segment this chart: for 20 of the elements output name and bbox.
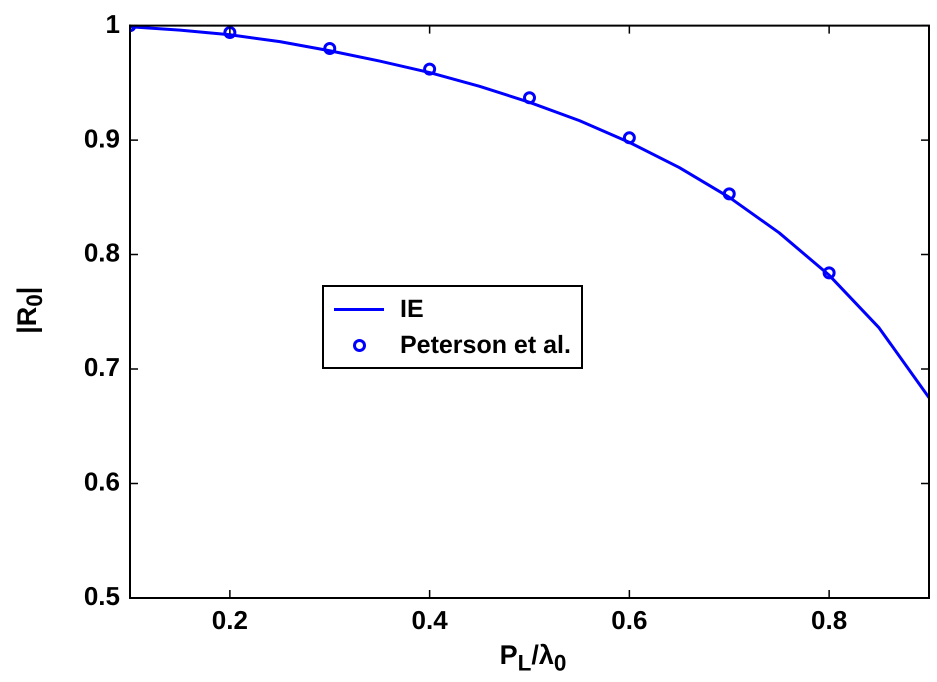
point <box>423 62 436 76</box>
point <box>822 266 836 280</box>
y-tick-label: 0.8 <box>84 238 120 268</box>
y-tick-label: 0.7 <box>84 352 120 382</box>
point <box>323 42 336 55</box>
legend-label: Peterson et al. <box>400 330 571 360</box>
point <box>223 26 236 39</box>
x-tick-label: 0.2 <box>212 604 248 635</box>
y-tick-label: 0.9 <box>84 123 120 154</box>
point <box>622 131 636 144</box>
y-tick-label: 0.6 <box>84 466 120 497</box>
y-tick-label: 0.5 <box>84 581 120 612</box>
x-tick-label: 0.6 <box>611 604 648 635</box>
x-tick-label: 0.4 <box>412 604 448 635</box>
point <box>722 187 736 200</box>
legend-label: IE <box>400 294 424 324</box>
point <box>523 91 536 104</box>
x-axis-title: P$_{L}$/λ$_{0}$ <box>498 640 568 676</box>
x-tick-label: 0.8 <box>811 604 848 635</box>
y-tick-label: 1 <box>106 8 120 39</box>
